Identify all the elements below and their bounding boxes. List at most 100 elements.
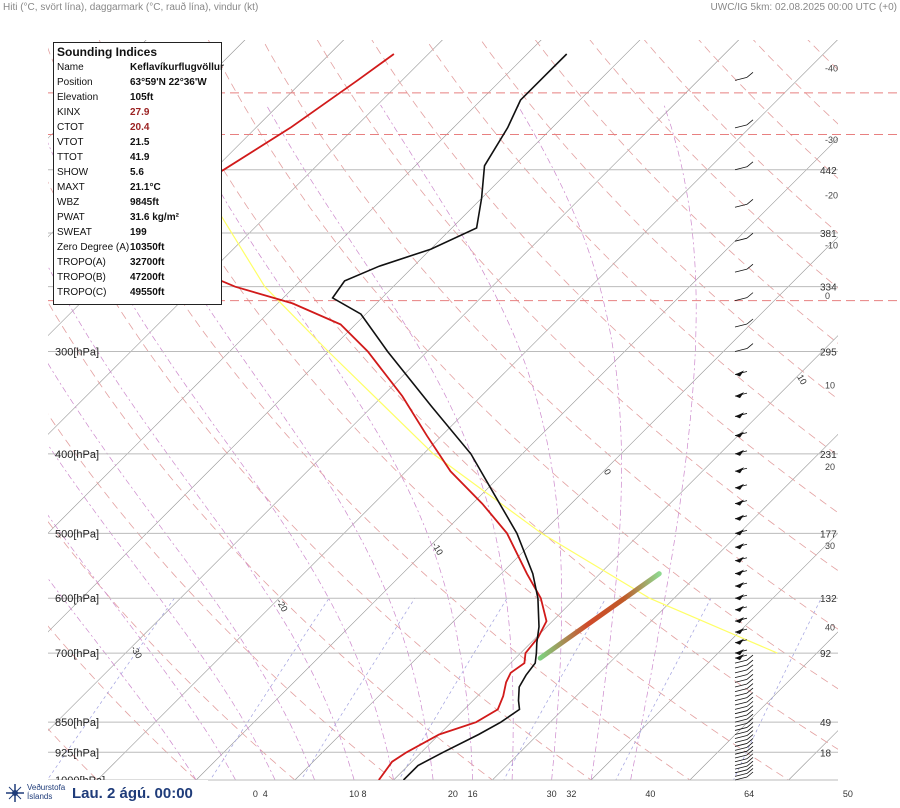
bottom-axis-label: 16 [468,789,478,799]
index-label: Zero Degree (A) [57,242,130,253]
isotherm-line [0,0,28,797]
height-label: 132 [820,594,837,605]
barb-staff [734,124,748,129]
height-label: 92 [820,649,832,660]
wind-barb-icon [734,263,754,273]
index-value: 49550ft [130,287,165,298]
wind-barb-icon [734,734,754,743]
index-label: TTOT [57,152,83,163]
dry-adiabat-line [262,40,838,630]
index-row: Name Keflavíkurflugvöllur [54,60,224,75]
wind-barb-icon [734,764,754,774]
index-value: 41.9 [130,152,150,163]
wind-barb-icon [734,726,754,735]
bottom-axis-label: 40 [645,789,655,799]
barb-feather [746,726,754,732]
barb-feather [746,659,754,666]
wind-barb-icon [734,654,754,664]
dry-adiabat-line [589,40,838,289]
parcel-line [180,53,778,654]
met-office-logo-text: Veðurstofa Íslands [27,783,65,801]
isobar-label: 300[hPa] [55,347,99,359]
barb-feather [746,705,754,711]
barb-staff [734,678,748,683]
barb-staff [734,718,748,723]
index-row: Elevation 105ft [54,90,221,105]
barb-staff [734,323,748,328]
barb-pennant [735,449,744,456]
barb-staff [734,348,748,352]
barb-feather [746,709,754,716]
bottom-axis-label: 8 [361,789,366,799]
wind-barb-icon [734,701,754,710]
index-row: TROPO(C) 49550ft [54,285,221,300]
wind-barb-icon [734,318,754,328]
wind-barb-icon [734,370,748,377]
dry-adiabat-line [786,0,900,797]
dry-adiabat-line [48,728,98,780]
barb-pennant [735,617,744,624]
barb-feather [746,771,754,778]
barb-pennant [735,392,744,399]
chart-caption: Hiti (°C, svört lína), daggarmark (°C, r… [3,2,259,13]
wind-barb-icon [734,514,748,521]
barb-staff [734,692,748,697]
wind-barb-icon [734,692,754,701]
wind-barb-icon [734,343,754,352]
temperature-line [331,53,568,780]
barb-feather [746,263,754,270]
barb-staff [734,697,748,701]
logo-line-1: Veðurstofa [27,783,66,792]
model-run-caption: UWC/IG 5km: 02.08.2025 00:00 UTC (+0) [710,2,897,13]
wind-barb-icon [734,654,748,661]
barb-feather [746,713,754,720]
moist-adiabat-line [630,104,697,780]
barb-pennant [735,543,744,550]
wind-barb-icon [734,638,748,645]
index-value: 32700ft [130,257,165,268]
isotherm-label: -30 [129,644,144,660]
barb-pennant [735,582,744,589]
index-value: 27.9 [130,107,150,118]
index-row: WBZ 9845ft [54,195,221,210]
barb-staff [734,268,748,273]
index-label: VTOT [57,137,84,148]
barb-staff [734,166,748,171]
isotherm-line [393,335,838,780]
barb-feather [746,757,754,763]
barb-pennant [735,529,744,536]
barb-feather [746,745,754,752]
barb-pennant [735,483,744,490]
barb-staff [734,769,748,774]
index-value: 21.1°C [130,182,161,193]
dry-adiabat-line [48,413,395,780]
wind-barb-icon [734,649,748,656]
wind-barb-icon [734,412,748,419]
dry-adiabat-line [48,47,691,780]
barb-pennant [735,412,744,419]
index-label: SHOW [57,167,89,178]
index-row: Position 63°59'N 22°36'W [54,75,221,90]
barb-feather [746,753,754,760]
isotherm-line [870,0,900,797]
barb-staff [734,762,748,766]
isotherm-line [491,433,838,780]
index-value: 10350ft [130,242,165,253]
index-row: TROPO(A) 32700ft [54,255,221,270]
dry-adiabat-line [534,40,838,344]
dry-adiabat-line [371,40,838,514]
dry-adiabat-line [48,521,296,780]
barb-feather [746,654,754,661]
index-value: 199 [130,227,147,238]
wind-barb-icon [734,705,754,715]
index-label: TROPO(B) [57,272,106,283]
bottom-axis-label: 32 [566,789,576,799]
barb-staff [734,674,748,679]
barb-staff [734,758,748,763]
mixing-ratio-line [300,598,416,780]
wind-barb-icon [734,543,748,550]
dry-adiabat-line [207,40,838,690]
barb-staff [734,237,748,242]
index-label: TROPO(C) [57,287,107,298]
